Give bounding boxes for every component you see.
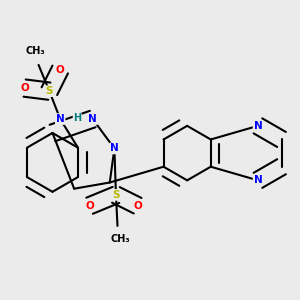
Text: O: O bbox=[85, 201, 94, 211]
Text: O: O bbox=[56, 64, 64, 74]
Text: CH₃: CH₃ bbox=[111, 234, 130, 244]
Text: N: N bbox=[254, 121, 262, 131]
Text: CH₃: CH₃ bbox=[26, 46, 45, 56]
Text: H: H bbox=[73, 113, 81, 123]
Text: N: N bbox=[56, 114, 64, 124]
Text: O: O bbox=[133, 201, 142, 211]
Text: S: S bbox=[46, 86, 53, 96]
Text: O: O bbox=[20, 83, 29, 93]
Text: N: N bbox=[88, 114, 97, 124]
Text: N: N bbox=[254, 175, 262, 185]
Text: N: N bbox=[110, 143, 119, 154]
Text: S: S bbox=[112, 190, 120, 200]
